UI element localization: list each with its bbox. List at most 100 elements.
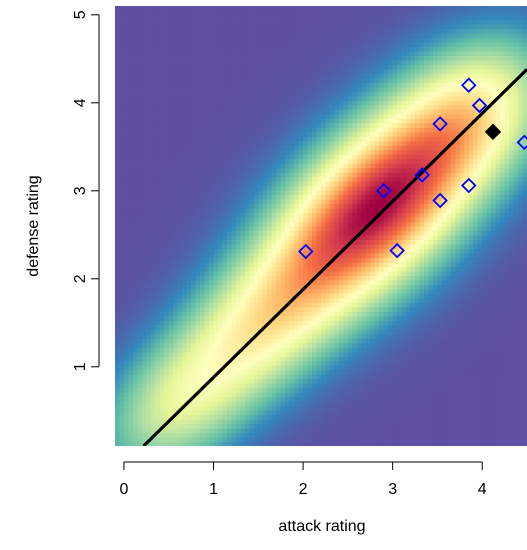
density-cell [294, 86, 300, 92]
density-cell [298, 243, 304, 250]
density-cell [262, 194, 268, 200]
density-cell [294, 392, 300, 398]
density-cell [168, 419, 174, 425]
density-cell [204, 230, 210, 236]
density-cell [267, 127, 273, 133]
density-cell [222, 324, 228, 330]
density-cell [294, 37, 300, 43]
density-cell [334, 284, 340, 290]
density-cell [258, 410, 264, 416]
density-cell [177, 329, 183, 335]
density-cell [276, 145, 282, 151]
density-cell [312, 419, 318, 425]
density-cell [204, 41, 210, 48]
density-cell [289, 342, 295, 348]
density-cell [191, 306, 197, 312]
density-cell [146, 405, 152, 411]
density-cell [262, 136, 268, 142]
density-cell [155, 414, 161, 420]
density-cell [276, 14, 282, 21]
density-cell [325, 23, 331, 30]
density-cell [209, 333, 215, 339]
density-cell [240, 428, 246, 434]
density-cell [325, 136, 331, 142]
density-cell [182, 410, 188, 416]
density-cell [195, 158, 201, 164]
density-cell [258, 86, 264, 92]
density-cell [325, 55, 331, 61]
density-cell [137, 311, 143, 317]
density-cell [258, 68, 264, 74]
density-cell [329, 199, 336, 205]
density-cell [267, 77, 273, 83]
density-cell [271, 266, 277, 272]
density-cell [285, 432, 291, 438]
density-cell [191, 104, 197, 110]
density-cell [155, 419, 161, 425]
density-cell [159, 6, 165, 12]
density-cell [204, 145, 210, 151]
density-cell [141, 46, 147, 52]
density-cell [262, 190, 268, 196]
density-cell [150, 194, 156, 200]
density-cell [258, 91, 264, 97]
density-cell [128, 324, 134, 330]
density-cell [303, 172, 309, 178]
density-cell [321, 369, 327, 375]
density-cell [329, 239, 336, 245]
density-cell [271, 410, 277, 416]
density-cell [329, 378, 336, 384]
density-cell [195, 243, 201, 250]
density-cell [222, 401, 228, 407]
density-cell [186, 401, 192, 407]
density-cell [289, 401, 295, 407]
density-cell [249, 28, 255, 34]
density-cell [280, 23, 286, 30]
density-cell [204, 217, 210, 223]
density-cell [262, 14, 268, 21]
density-cell [177, 46, 183, 52]
density-cell [115, 190, 121, 196]
density-cell [128, 50, 134, 56]
density-cell [182, 374, 188, 380]
density-cell [338, 392, 344, 398]
density-cell [294, 234, 300, 241]
density-cell [191, 68, 197, 74]
density-cell [253, 6, 259, 12]
density-cell [271, 109, 277, 115]
density-cell [146, 131, 152, 137]
density-cell [307, 86, 313, 92]
density-cell [267, 212, 273, 218]
density-cell [218, 113, 224, 119]
density-cell [200, 122, 206, 128]
density-cell [312, 441, 318, 446]
density-cell [262, 208, 268, 214]
density-cell [280, 167, 286, 173]
density-cell [329, 293, 336, 299]
density-cell [307, 248, 313, 254]
density-cell [321, 221, 327, 227]
density-cell [244, 257, 250, 263]
density-cell [338, 396, 344, 402]
density-cell [235, 234, 241, 241]
density-cell [173, 149, 179, 155]
density-cell [128, 86, 134, 92]
density-cell [168, 374, 174, 380]
density-cell [285, 203, 291, 209]
density-cell [240, 383, 246, 389]
density-cell [244, 50, 250, 56]
density-cell [316, 441, 322, 446]
density-cell [213, 28, 219, 34]
density-cell [226, 230, 233, 236]
density-cell [159, 221, 165, 227]
density-cell [267, 428, 273, 434]
density-cell [155, 252, 161, 259]
density-cell [132, 172, 138, 178]
density-cell [141, 127, 147, 133]
density-cell [150, 109, 156, 115]
density-cell [186, 369, 192, 375]
density-cell [271, 41, 277, 48]
density-cell [285, 311, 291, 317]
density-cell [195, 59, 201, 65]
density-cell [276, 19, 282, 25]
